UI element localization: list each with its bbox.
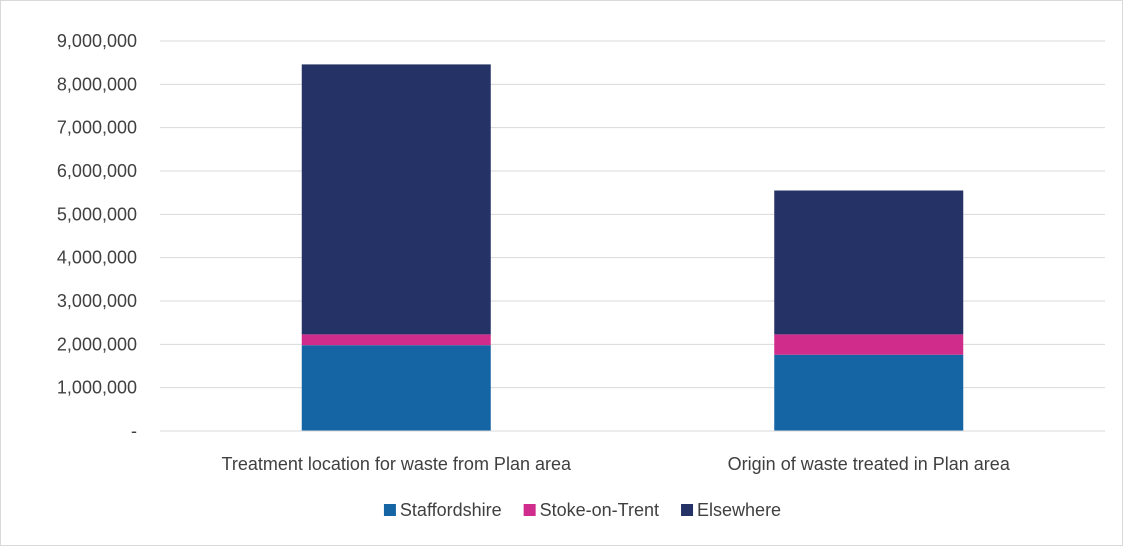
legend-swatch (523, 504, 536, 516)
axes: - 1,000,000 2,000,000 3,000,000 4,000,000 5,0… (57, 31, 1105, 474)
legend-label: Elsewhere (697, 500, 781, 520)
bar-stoke-on-trent-1 (774, 334, 964, 355)
y-tick-label: 9,000,000 (57, 31, 137, 51)
legend: Staffordshire Stoke-on-Trent Elsewhere (383, 500, 781, 520)
bar-elsewhere-0 (301, 64, 491, 335)
y-tick-label: 7,000,000 (57, 118, 137, 138)
y-tick-label: 1,000,000 (57, 378, 137, 398)
y-tick-label: 4,000,000 (57, 248, 137, 268)
y-tick-label: 8,000,000 (57, 74, 137, 94)
x-category-label: Treatment location for waste from Plan a… (222, 454, 572, 474)
bar-staffordshire-1 (774, 354, 964, 431)
bars (301, 64, 964, 431)
legend-label: Staffordshire (400, 500, 502, 520)
legend-swatch (681, 504, 694, 516)
y-tick-label: 2,000,000 (57, 334, 137, 354)
bar-elsewhere-1 (774, 190, 964, 335)
y-tick-label: 3,000,000 (57, 291, 137, 311)
y-tick-label: - (131, 421, 137, 441)
y-tick-label: 6,000,000 (57, 161, 137, 181)
legend-swatch (383, 504, 396, 516)
bar-stoke-on-trent-0 (301, 334, 491, 346)
x-category-label: Origin of waste treated in Plan area (728, 454, 1011, 474)
bar-staffordshire-0 (301, 345, 491, 431)
legend-label: Stoke-on-Trent (540, 500, 659, 520)
y-tick-label: 5,000,000 (57, 204, 137, 224)
